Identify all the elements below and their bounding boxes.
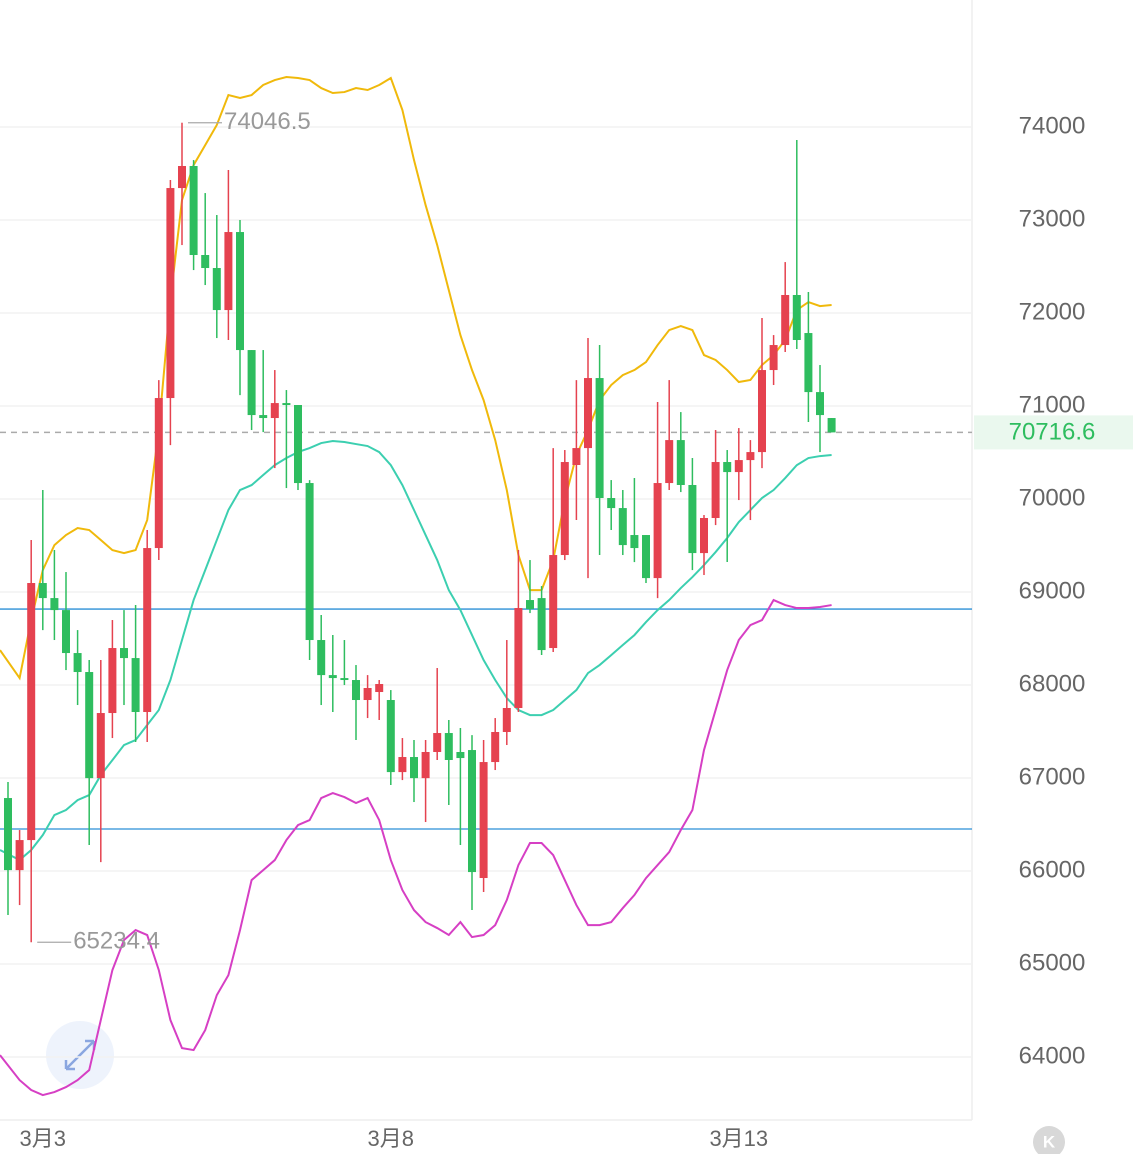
y-tick-label: 72000 <box>1019 298 1086 325</box>
candle-body <box>456 751 465 759</box>
candle-body <box>711 462 720 519</box>
candle-body <box>746 452 755 461</box>
candle-body <box>15 840 24 871</box>
candle-body <box>595 378 604 499</box>
x-tick-label: 3月3 <box>20 1126 66 1151</box>
candle-body <box>62 610 70 654</box>
expand-icon-glyph[interactable] <box>64 1039 96 1071</box>
candle-body <box>618 508 627 546</box>
candle-body <box>560 462 569 556</box>
candle-body <box>282 403 291 406</box>
y-tick-label: 64000 <box>1019 1042 1086 1069</box>
last-price-label: 70716.6 <box>1009 419 1096 446</box>
candle-body <box>433 733 442 752</box>
candle-body <box>758 370 766 453</box>
y-tick-label: 69000 <box>1019 577 1086 604</box>
candle-body <box>50 598 59 611</box>
candle-body <box>143 548 152 713</box>
high-marker: 74046.5 <box>224 108 311 135</box>
candle-body <box>700 518 708 554</box>
y-tick-label: 71000 <box>1019 391 1086 418</box>
candle-body <box>804 333 813 393</box>
y-tick-label: 66000 <box>1019 856 1086 883</box>
candle-body <box>827 418 836 433</box>
candle-body <box>352 680 360 701</box>
candle-body <box>421 751 430 779</box>
badge[interactable]: K <box>1043 1132 1056 1151</box>
x-tick-label: 3月13 <box>709 1126 768 1151</box>
candle-body <box>189 166 198 256</box>
candle-body <box>38 583 47 599</box>
candle-body <box>328 675 337 679</box>
candle-body <box>468 750 476 873</box>
y-tick-label: 67000 <box>1019 763 1086 790</box>
candle-body <box>178 166 186 189</box>
low-marker: 65234.4 <box>73 928 160 955</box>
candle-body <box>816 392 824 416</box>
x-tick-label: 3月8 <box>368 1126 414 1151</box>
candle-body <box>792 294 801 341</box>
y-tick-label: 73000 <box>1019 205 1086 232</box>
candle-body <box>781 294 790 346</box>
candle-body <box>665 440 674 484</box>
candle-body <box>769 345 778 371</box>
candle-body <box>96 713 105 779</box>
candle-body <box>305 483 314 641</box>
badge-bg[interactable] <box>1033 1126 1065 1154</box>
y-tick-label: 70000 <box>1019 484 1086 511</box>
last-price-box <box>974 415 1133 450</box>
candle-body <box>154 398 163 549</box>
candle-body <box>514 608 523 709</box>
candle-body <box>363 688 372 701</box>
y-tick-label: 74000 <box>1019 112 1086 139</box>
candle-body <box>212 268 221 311</box>
candle-body <box>166 188 175 399</box>
candle-body <box>73 653 82 673</box>
candle-body <box>375 684 384 693</box>
candle-body <box>120 648 128 659</box>
candle-body <box>491 732 500 763</box>
candle-body <box>502 708 511 733</box>
candle-body <box>259 415 268 419</box>
candle-body <box>410 757 418 779</box>
band-line <box>0 439 832 862</box>
candle-body <box>131 658 140 713</box>
candle-body <box>723 462 732 473</box>
candle-body <box>224 232 233 311</box>
candle-body <box>688 484 697 554</box>
band-line <box>0 75 832 681</box>
candle-body <box>444 733 453 760</box>
candle-body <box>317 640 326 676</box>
candle-body <box>734 460 743 473</box>
candle-body <box>607 498 616 509</box>
candle-body <box>201 255 210 269</box>
candle-body <box>27 583 36 841</box>
candle-body <box>386 700 395 773</box>
candle-body <box>676 440 685 485</box>
candle-body <box>294 405 302 484</box>
y-tick-label: 65000 <box>1019 949 1086 976</box>
candle-body <box>630 535 639 549</box>
candle-body <box>270 403 279 419</box>
candle-body <box>398 757 407 773</box>
candle-body <box>642 535 650 579</box>
candle-body <box>108 648 117 714</box>
candle-body <box>584 378 592 449</box>
candle-body <box>572 448 581 466</box>
candle-body <box>479 762 488 879</box>
candle-body <box>549 555 558 649</box>
band-line <box>0 598 832 1097</box>
candle-body <box>537 598 546 651</box>
candle-body <box>236 232 244 351</box>
candle-body <box>340 678 349 681</box>
candle-body <box>85 672 94 779</box>
candle-body <box>247 350 256 416</box>
candle-body <box>526 600 534 610</box>
y-tick-label: 68000 <box>1019 670 1086 697</box>
candle-body <box>4 798 12 871</box>
candle-body <box>653 483 662 579</box>
